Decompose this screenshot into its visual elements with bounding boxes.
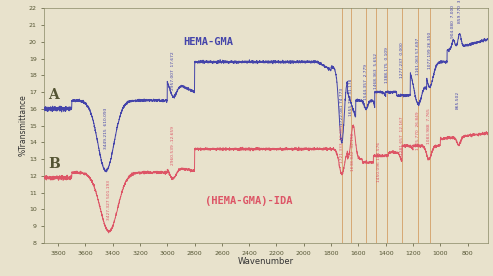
Text: A: A [48,88,59,102]
Text: 859.770  3.5: 859.770 3.5 [458,0,461,23]
Y-axis label: %Transmittance: %Transmittance [18,95,27,156]
Text: 904.080  7.000: 904.080 7.000 [452,5,456,38]
Text: 3427.327 501.193: 3427.327 501.193 [107,180,111,220]
Text: 1161.063 57.697: 1161.063 57.697 [416,38,421,75]
Text: B: B [48,157,60,171]
Text: 1544.357  2.779: 1544.357 2.779 [364,63,368,100]
Text: 1277.237  0.000: 1277.237 0.000 [400,42,404,78]
Text: 1281.657  12.167: 1281.657 12.167 [400,116,404,155]
Text: 865.502: 865.502 [456,91,459,109]
Text: 1083.988  7.765: 1083.988 7.765 [427,108,431,144]
Text: 1450.096 104.576: 1450.096 104.576 [377,142,381,182]
Text: 3449.215  610.093: 3449.215 610.093 [104,108,108,149]
Text: 1165.770  26.849: 1165.770 26.849 [416,111,420,150]
Text: (HEMA-GMA)-IDA: (HEMA-GMA)-IDA [206,196,293,206]
Text: 1655.784 31.178: 1655.784 31.178 [349,79,353,116]
Text: 1722.081 74.773: 1722.081 74.773 [340,87,344,125]
Text: 1388.175  0.109: 1388.175 0.109 [386,47,389,83]
Text: 2960.539 -12.659: 2960.539 -12.659 [171,126,175,165]
Text: 1468.363  5.652: 1468.363 5.652 [374,53,379,89]
Text: 2957.007  17.672: 2957.007 17.672 [171,51,175,89]
Text: 1721.333  16.661: 1721.333 16.661 [340,125,344,163]
Text: 1077.199 26.350: 1077.199 26.350 [428,32,432,70]
Text: 1638.842  32.138: 1638.842 32.138 [351,132,355,171]
X-axis label: Wavenumber: Wavenumber [238,257,294,266]
Text: HEMA-GMA: HEMA-GMA [183,37,233,47]
